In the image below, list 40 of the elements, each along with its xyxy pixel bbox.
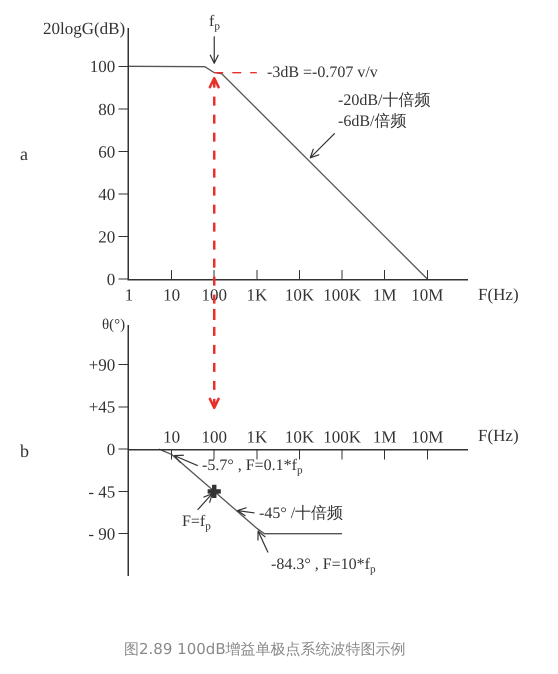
text: a (20, 144, 28, 164)
annotation: -3dB =-0.707 v/v (267, 64, 378, 81)
x-tick-label: 100K (323, 286, 362, 305)
x-tick-label: 10 (163, 427, 180, 446)
x-tick-label: 10M (411, 286, 444, 305)
text: b (20, 440, 29, 461)
y-tick-label: 0 (106, 270, 116, 289)
y-tick-label: 20 (98, 227, 116, 246)
x-tick-label: 10K (284, 427, 315, 446)
caption: 图2.89 100dB增益单极点系统波特图示例 (124, 640, 406, 658)
y-tick-label: +45 (88, 398, 116, 417)
x-axis-title: F(Hz) (478, 426, 519, 445)
y-tick-label: 0 (106, 440, 116, 460)
y-axis-title: θ(°) (102, 317, 126, 333)
annotation: F=f$_{p}$ (182, 513, 212, 532)
annotation: -45° /十倍频 (259, 504, 344, 522)
annotation: -5.7° , F=0.1*f$_{p}$ (202, 457, 303, 476)
x-tick-label: 1M (372, 286, 397, 305)
x-tick-label: 10 (163, 286, 180, 305)
x-tick-label: 10K (284, 286, 315, 305)
x-tick-label: 1K (246, 427, 268, 446)
x-tick-label: 1 (124, 286, 134, 305)
y-tick-label: - 45 (88, 482, 116, 502)
x-tick-label: 100K (323, 427, 362, 446)
y-tick-label: +90 (88, 355, 116, 374)
x-tick-label: 100 (201, 286, 227, 305)
y-axis-title: 20logG(dB) (43, 19, 126, 38)
y-tick-label: 60 (98, 142, 116, 162)
annotation: -84.3° , F=10*f$_{p}$ (271, 556, 376, 576)
x-tick-label: 100 (201, 427, 227, 446)
y-tick-label: 100 (90, 57, 116, 76)
x-tick-label: 10M (411, 427, 444, 446)
x-axis-title: F(Hz) (478, 285, 519, 304)
y-tick-label: - 90 (88, 524, 116, 544)
annotation: f$_{p}$ (209, 13, 220, 32)
annotation: -20dB/十倍频 -6dB/倍频 (338, 91, 430, 130)
x-tick-label: 1M (372, 427, 397, 446)
x-tick-label: 1K (246, 286, 268, 305)
y-tick-label: 80 (98, 100, 116, 119)
y-tick-label: 40 (98, 184, 116, 204)
